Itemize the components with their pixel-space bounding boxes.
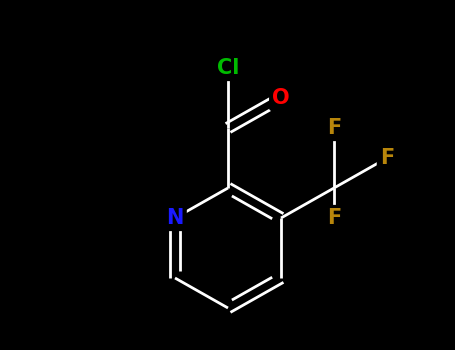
Text: F: F	[327, 118, 341, 138]
Text: F: F	[327, 208, 341, 228]
Text: O: O	[272, 88, 290, 108]
Text: Cl: Cl	[217, 58, 239, 78]
Text: F: F	[380, 148, 394, 168]
Text: N: N	[167, 208, 184, 228]
